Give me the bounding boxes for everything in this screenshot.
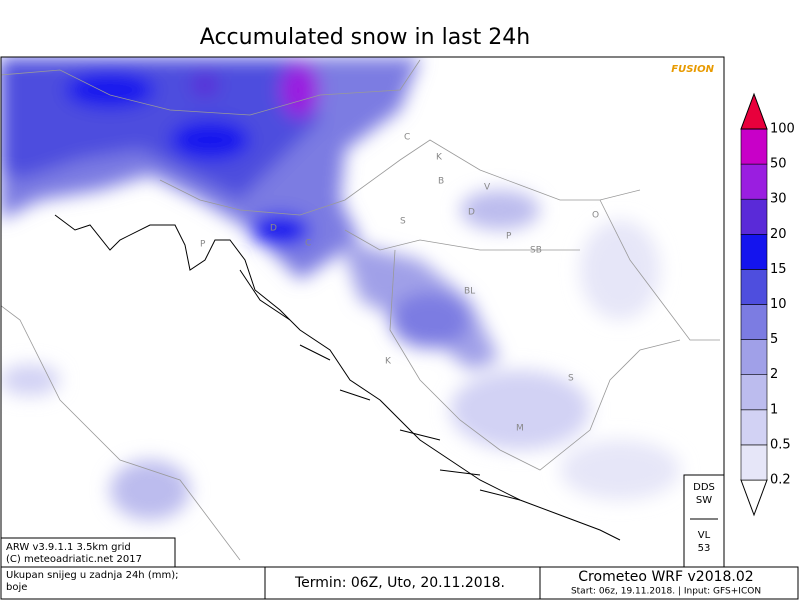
map-label: M xyxy=(516,424,524,434)
map-label: P xyxy=(200,240,206,250)
map-label: K xyxy=(436,153,443,163)
term: Termin: 06Z, Uto, 20.11.2018. xyxy=(294,575,505,591)
title: Accumulated snow in last 24h xyxy=(200,25,530,50)
map-label: S xyxy=(400,217,406,227)
side-text: 53 xyxy=(698,543,711,554)
side-text: DDS xyxy=(693,482,715,493)
colorbar-segment xyxy=(740,269,768,305)
side-text: SW xyxy=(696,495,712,506)
coastline xyxy=(54,214,621,541)
colorbar-label: 2 xyxy=(770,367,778,382)
map-label: SB xyxy=(530,246,542,256)
description-box xyxy=(0,566,266,600)
colorbar-label: 0.2 xyxy=(770,473,791,488)
map-label: B xyxy=(438,177,444,187)
colorbar-segment xyxy=(740,198,768,235)
colorbar-segment xyxy=(740,339,768,376)
colorbar-segment xyxy=(740,409,768,446)
term-box xyxy=(264,566,541,600)
colorbar-label: 50 xyxy=(770,157,787,172)
colorbar-label: 1 xyxy=(770,402,778,417)
colorbar-end xyxy=(740,479,768,517)
colorbar-segment xyxy=(740,374,768,411)
colorbar-label: 0.5 xyxy=(770,437,791,452)
model-name: Crometeo WRF v2018.02 xyxy=(578,569,753,585)
description: boje xyxy=(6,582,27,593)
map-label: C xyxy=(404,133,410,143)
borders xyxy=(1,59,720,561)
map-label: C xyxy=(305,239,311,249)
colorbar-segment xyxy=(740,128,768,165)
map-label: D xyxy=(270,224,277,234)
colorbar-label: 10 xyxy=(770,297,787,312)
model-box xyxy=(539,566,799,600)
snow-field xyxy=(1,57,680,520)
map-label: BL xyxy=(464,287,475,297)
map-label: V xyxy=(484,183,491,193)
map-label: S xyxy=(568,374,574,384)
brand: FUSION xyxy=(671,64,714,75)
colorbar-label: 5 xyxy=(770,332,778,347)
colorbar-label: 20 xyxy=(770,227,787,242)
map-label: O xyxy=(592,211,599,221)
side-text: VL xyxy=(698,530,711,541)
colorbar-segment xyxy=(740,444,768,481)
description: Ukupan snijeg u zadnja 24h (mm); xyxy=(6,570,178,581)
colorbar-label: 15 xyxy=(770,262,787,277)
colorbar: 0.2 0.5 1 2 5 10 15 20 30 50 100 xyxy=(740,92,795,517)
map-label: D xyxy=(468,208,475,218)
colorbar-end xyxy=(740,92,768,130)
colorbar-label: 30 xyxy=(770,192,787,207)
side-box xyxy=(683,474,725,568)
info-text: (C) meteoadriatic.net 2017 xyxy=(6,554,142,565)
model-start: Start: 06z, 19.11.2018. | Input: GFS+ICO… xyxy=(571,587,761,597)
colorbar-label: 100 xyxy=(770,122,795,137)
info-text: ARW v3.9.1.1 3.5km grid xyxy=(6,542,131,553)
colorbar-segment xyxy=(740,163,768,200)
map: P D C K B V S D P SB BL K S M C O xyxy=(1,57,720,561)
colorbar-segment xyxy=(740,234,768,270)
map-label: P xyxy=(506,232,512,242)
map-labels: P D C K B V S D P SB BL K S M C O xyxy=(200,133,599,434)
map-label: K xyxy=(385,357,392,367)
colorbar-segment xyxy=(740,304,768,340)
